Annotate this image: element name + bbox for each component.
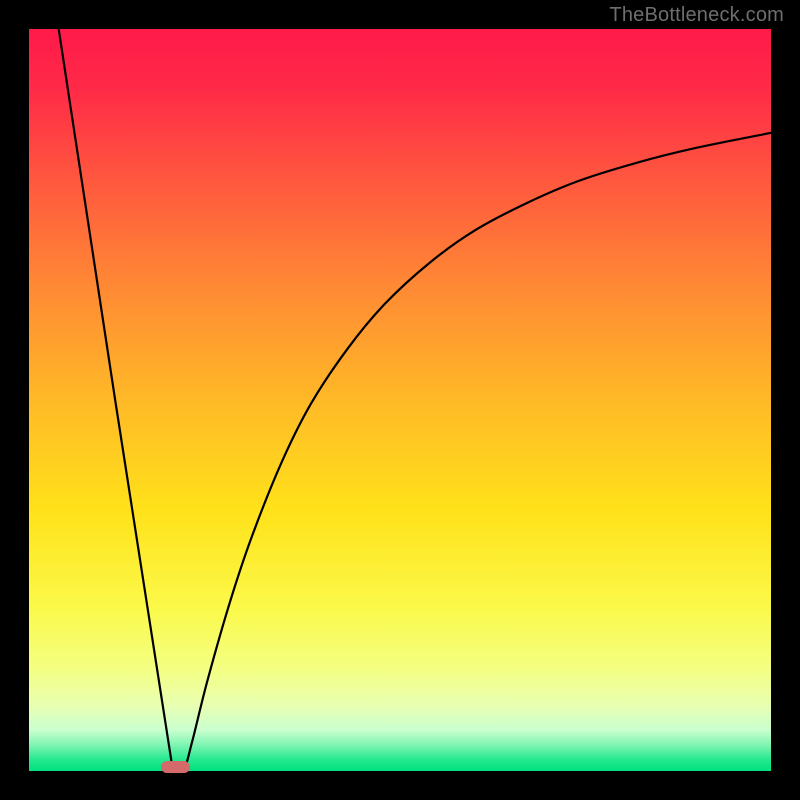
watermark-text: TheBottleneck.com <box>609 4 784 27</box>
optimum-marker <box>161 761 190 773</box>
bottleneck-curve <box>0 0 800 800</box>
chart-root: TheBottleneck.com <box>0 0 800 800</box>
